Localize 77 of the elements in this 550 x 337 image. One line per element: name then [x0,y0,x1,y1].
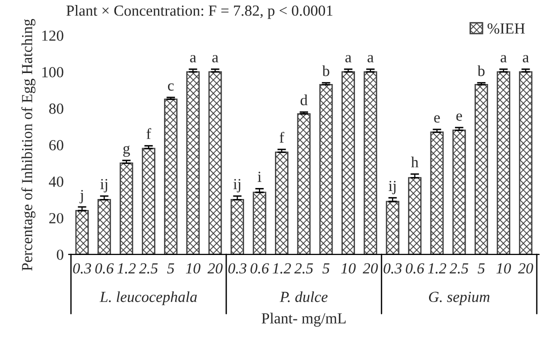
x-tick-label: 0.6 [95,263,114,274]
bar [386,200,400,254]
bar [142,148,156,254]
data-label: e [456,113,462,121]
y-tick-label: 120 [42,30,64,41]
data-label: a [522,55,529,62]
data-label: j [80,190,83,204]
bar [452,130,466,254]
data-label: ij [233,179,240,192]
bar [430,132,444,254]
x-tick-label: 5 [167,263,174,274]
bar [164,98,178,254]
x-tick-label: 5 [478,263,485,274]
x-axis-title: Plant- mg/mL [262,312,346,327]
data-label: h [411,156,418,168]
text: G. sepium [429,292,490,306]
x-tick-label: 1.2 [428,263,446,274]
bar [297,113,311,254]
legend-label: %IEH [488,23,525,34]
bar [230,199,244,254]
data-label: i [258,172,262,182]
x-tick-label: 0.3 [384,263,402,274]
data-label: c [168,83,174,91]
data-label: ij [100,179,108,192]
data-label: b [322,65,330,76]
x-tick-label: 10 [496,263,511,274]
data-label: f [146,128,152,139]
bar [120,162,134,254]
x-tick-label: 0.3 [228,263,246,274]
y-tick-label: 40 [48,176,64,187]
y-axis-title: Percentage of Inhibition of Egg Hatching [21,18,36,271]
x-tick-label: 1.2 [117,263,136,274]
x-tick-label: 20 [208,263,223,274]
x-tick-label: 2.5 [450,263,468,274]
data-label: ij [388,180,396,194]
data-label: g [123,146,130,157]
x-tick-label: 20 [362,263,378,274]
bar [364,71,378,254]
bar [518,71,532,254]
y-tick-label: 0 [56,250,64,260]
y-tick-label: 100 [42,67,64,78]
data-label: f [280,132,284,143]
data-label: d [300,94,308,106]
bar [319,84,333,254]
bar [186,71,200,254]
y-tick-label: 20 [49,213,64,224]
x-tick-label: 10 [341,263,356,274]
bar [208,71,222,254]
bar [408,177,422,254]
x-tick-label: 0.6 [250,263,269,274]
chart-title: Plant × Concentration: F = 7.82, p < 0.0001 [66,5,332,19]
x-tick-label: 0.6 [406,263,424,274]
data-label: a [368,55,374,62]
text: P. dulce [280,291,328,302]
x-tick-label: 2.5 [294,263,313,274]
data-label: b [478,65,485,76]
data-label: a [212,55,218,62]
bar [98,199,111,254]
bar [342,71,355,254]
x-tick-label: 5 [322,263,330,274]
bar [274,152,288,254]
bar [252,192,266,254]
data-label: a [500,55,507,62]
y-tick-label: 80 [49,104,64,114]
bar [75,210,89,254]
y-tick-label: 60 [49,140,64,150]
data-label: a [345,55,352,62]
x-tick-label: 2.5 [139,263,158,274]
x-tick-label: 20 [518,263,534,274]
x-tick-label: 10 [186,263,200,274]
bar [474,84,488,254]
text: L. leucocephala [100,291,197,306]
x-tick-label: 1.2 [272,263,291,274]
data-label: e [434,115,440,123]
bar [496,71,510,254]
data-label: a [190,55,196,62]
x-tick-label: 0.3 [73,263,92,274]
